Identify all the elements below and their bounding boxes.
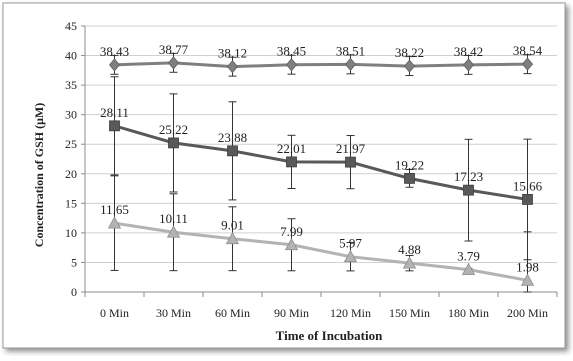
x-tick-label: 150 Min — [389, 306, 430, 320]
y-tick-label: 0 — [71, 285, 77, 299]
data-label: 38.22 — [395, 45, 424, 60]
data-label: 38.51 — [336, 43, 365, 58]
data-label: 3.79 — [457, 249, 480, 264]
data-point — [402, 256, 417, 269]
data-label: 7.99 — [280, 224, 303, 239]
data-point — [226, 60, 239, 74]
data-label: 19.22 — [395, 157, 424, 172]
data-label: 23.88 — [218, 130, 247, 145]
data-labels: 38.43 38.77 38.12 38.45 38.51 38.22 38.42 38.54… — [100, 42, 543, 274]
data-point — [461, 262, 476, 275]
axes — [81, 25, 558, 297]
series-line — [114, 221, 528, 282]
series-line — [114, 61, 528, 69]
data-label: 38.45 — [277, 44, 306, 59]
data-point — [343, 249, 358, 263]
y-tick-label: 25 — [65, 137, 77, 151]
series-group — [107, 52, 535, 293]
data-label: 38.42 — [454, 44, 483, 59]
data-point — [108, 58, 121, 72]
data-point — [109, 120, 120, 132]
x-tick-label: 90 Min — [274, 306, 309, 320]
series-1 — [108, 52, 534, 77]
x-tick-labels: 0 Min 30 Min 60 Min 90 Min 120 Min 150 Min 180… — [100, 306, 548, 320]
data-label: 17.23 — [454, 169, 483, 184]
data-point — [403, 59, 416, 73]
data-point — [167, 56, 180, 70]
data-label: 15.66 — [513, 178, 543, 193]
x-tick-label: 120 Min — [330, 306, 371, 320]
y-axis-label: Concentration of GSH (μM) — [32, 103, 46, 247]
data-label: 21.97 — [336, 141, 366, 156]
data-point — [286, 156, 297, 168]
x-tick-label: 0 Min — [100, 306, 129, 320]
y-tick-label: 15 — [65, 196, 77, 210]
data-point — [520, 273, 535, 286]
chart-area-border — [2, 2, 566, 349]
y-tick-label: 45 — [65, 19, 77, 33]
data-label: 5.97 — [339, 236, 362, 251]
data-label: 38.77 — [159, 42, 189, 57]
data-point — [522, 194, 533, 205]
y-tick-label: 5 — [71, 255, 77, 269]
x-axis-label: Time of Incubation — [276, 328, 383, 343]
data-label: 1.98 — [516, 259, 539, 274]
series-2 — [109, 76, 533, 261]
data-point — [285, 58, 298, 72]
data-label: 38.12 — [218, 46, 247, 61]
data-point — [462, 58, 475, 72]
series-3 — [107, 175, 535, 293]
data-label: 9.01 — [221, 218, 244, 233]
y-tick-label: 40 — [65, 49, 77, 63]
data-label: 11.65 — [100, 202, 129, 217]
data-label: 22.01 — [277, 141, 306, 156]
data-point — [284, 237, 299, 251]
data-point — [521, 57, 534, 71]
y-tick-labels: 0 5 10 15 20 25 30 35 40 45 — [65, 19, 77, 299]
data-label: 28.11 — [100, 105, 129, 120]
data-point — [225, 231, 240, 245]
y-tick-label: 30 — [65, 108, 77, 122]
x-tick-label: 60 Min — [215, 306, 250, 320]
data-label: 38.54 — [513, 43, 543, 58]
data-label: 10.11 — [159, 211, 188, 226]
data-point — [404, 172, 415, 184]
data-point — [166, 225, 181, 238]
x-tick-label: 200 Min — [507, 306, 548, 320]
data-label: 25.22 — [159, 122, 188, 137]
gridlines — [85, 25, 557, 263]
data-point — [344, 57, 357, 71]
data-point — [345, 156, 356, 168]
data-point — [227, 145, 238, 157]
y-tick-label: 35 — [65, 78, 77, 92]
y-tick-label: 10 — [65, 226, 77, 240]
x-tick-label: 30 Min — [156, 306, 191, 320]
data-point — [463, 184, 474, 196]
y-tick-label: 20 — [65, 167, 77, 181]
data-label: 4.88 — [398, 242, 421, 257]
data-point — [107, 216, 122, 229]
data-point — [168, 137, 179, 149]
data-label: 38.43 — [100, 44, 129, 59]
series-line — [114, 124, 528, 201]
x-tick-label: 180 Min — [448, 306, 489, 320]
